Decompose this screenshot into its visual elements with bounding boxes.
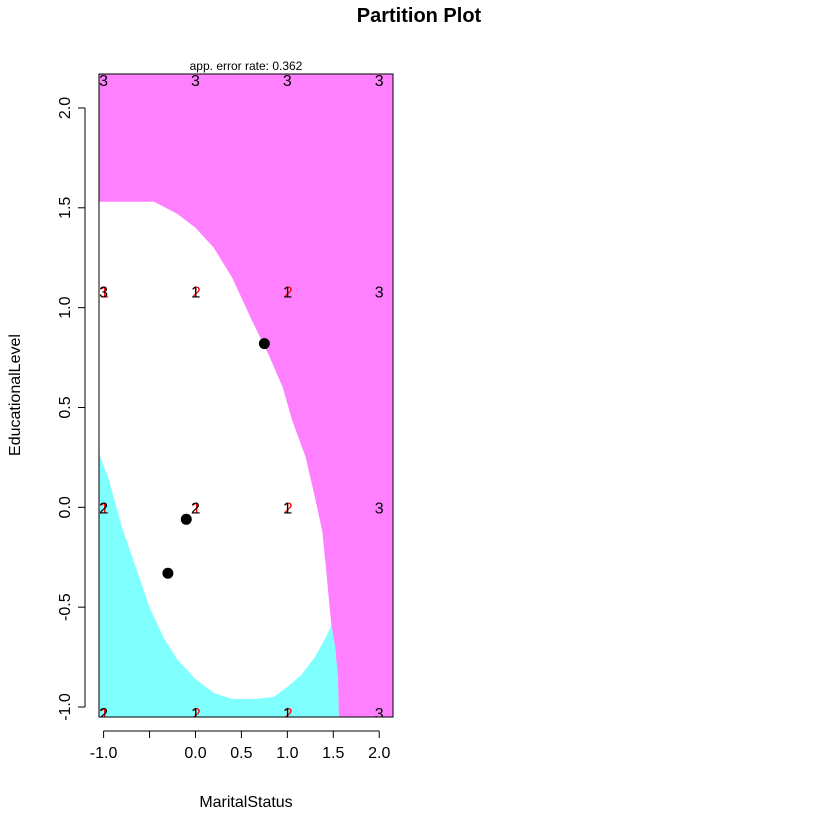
class-label-red: 1 bbox=[192, 500, 201, 517]
class-label-black: 3 bbox=[191, 73, 200, 90]
y-tick-label: 0.0 bbox=[57, 496, 74, 518]
x-tick-label: 0.0 bbox=[184, 745, 206, 762]
chart-subtitle: app. error rate: 0.362 bbox=[190, 59, 303, 73]
x-tick-label: 2.0 bbox=[368, 745, 390, 762]
y-tick-label: 1.0 bbox=[57, 296, 74, 318]
class-label-red: 2 bbox=[192, 285, 201, 302]
class-label-black: 3 bbox=[99, 73, 108, 90]
class-label-red: 1 bbox=[100, 285, 109, 302]
class-label-red: 1 bbox=[100, 706, 109, 723]
class-label-red: 2 bbox=[284, 500, 293, 517]
class-label-black: 1 bbox=[283, 706, 292, 723]
class-label-black: 3 bbox=[375, 73, 384, 90]
x-tick-label: 0.5 bbox=[230, 745, 252, 762]
class-label-black: 1 bbox=[191, 285, 200, 302]
class-label-black: 2 bbox=[99, 706, 108, 723]
chart-title: Partition Plot bbox=[357, 5, 482, 27]
class-label-red: 2 bbox=[284, 706, 293, 723]
class-label-black: 1 bbox=[191, 706, 200, 723]
class-label-black: 2 bbox=[99, 500, 108, 517]
center-point bbox=[180, 513, 192, 525]
y-axis: -1.0 -0.5 0.0 0.5 1.0 1.5 2.0 bbox=[57, 97, 86, 721]
class-labels: 3 3 3 313 21 21 312 12 21 312 21 21 3 bbox=[99, 73, 384, 723]
x-tick-label: 1.5 bbox=[322, 745, 344, 762]
y-axis-title: EducationalLevel bbox=[7, 334, 24, 456]
partition-regions bbox=[99, 74, 393, 717]
x-axis-title: MaritalStatus bbox=[199, 794, 292, 811]
region-class-1 bbox=[99, 453, 339, 717]
y-tick-label: -0.5 bbox=[57, 593, 74, 621]
class-centers bbox=[162, 338, 270, 579]
class-label-black: 2 bbox=[191, 500, 200, 517]
class-label-black: 1 bbox=[283, 500, 292, 517]
class-label-red: 2 bbox=[284, 285, 293, 302]
plot-frame bbox=[98, 73, 394, 718]
class-label-black: 3 bbox=[283, 73, 292, 90]
class-label-red: 2 bbox=[192, 706, 201, 723]
class-label-black: 3 bbox=[375, 285, 384, 302]
center-point bbox=[258, 338, 270, 350]
class-label-black: 3 bbox=[375, 706, 384, 723]
center-point bbox=[162, 567, 174, 579]
class-label-black: 3 bbox=[99, 285, 108, 302]
x-tick-label: -1.0 bbox=[90, 745, 118, 762]
class-label-black: 1 bbox=[283, 285, 292, 302]
x-tick-label: 1.0 bbox=[276, 745, 298, 762]
class-label-black: 3 bbox=[375, 500, 384, 517]
y-tick-label: 2.0 bbox=[57, 97, 74, 119]
region-class-2 bbox=[99, 201, 339, 717]
y-tick-label: 0.5 bbox=[57, 396, 74, 418]
y-tick-label: 1.5 bbox=[57, 197, 74, 219]
y-tick-label: -1.0 bbox=[57, 693, 74, 721]
class-label-red: 1 bbox=[100, 500, 109, 517]
x-axis: -1.0 0.0 0.5 1.0 1.5 2.0 bbox=[90, 730, 390, 762]
